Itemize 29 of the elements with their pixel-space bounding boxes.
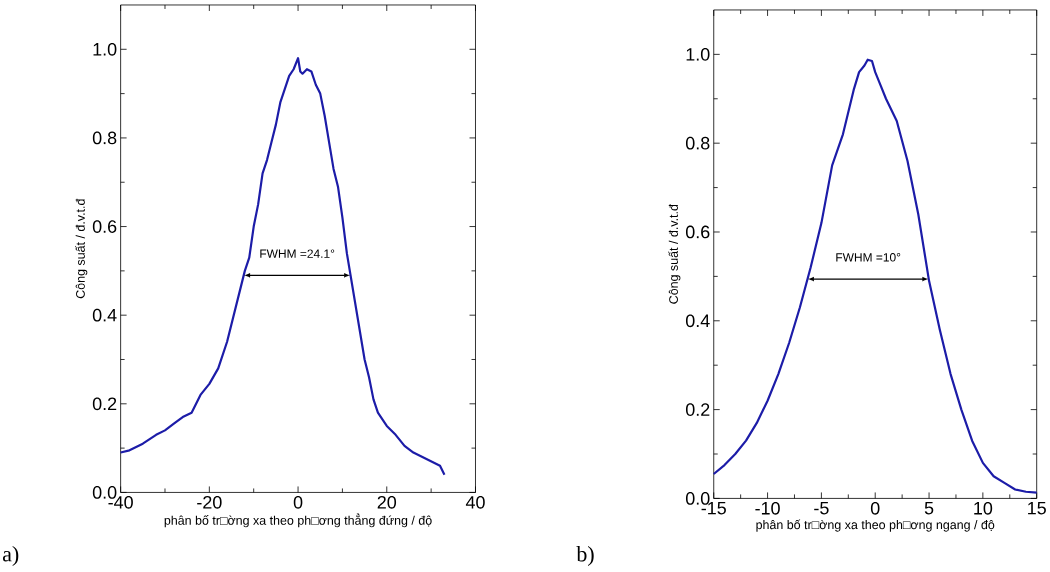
line-series [712, 58, 1038, 494]
x-tick-label: 0 [870, 501, 880, 515]
y-tick-label: 0.4 [685, 314, 710, 328]
y-tick-label: 1.0 [93, 42, 117, 56]
text: a) [2, 546, 19, 566]
y-tick-label: 0.2 [685, 403, 710, 416]
x-tick-label: -10 [755, 501, 780, 515]
x-tick-label: 10 [974, 501, 993, 515]
y-tick-label: 0.6 [685, 225, 710, 239]
x-tick-label: 20 [377, 495, 397, 509]
y-tick-label: 1.0 [686, 47, 710, 61]
y-tick-label: 0.4 [92, 308, 117, 322]
x-tick-label: 15 [1028, 501, 1046, 515]
y-axis-title: Công suất / đ.v.t.đ [75, 198, 88, 299]
x-tick-label: 40 [465, 495, 485, 509]
y-tick-label: 0.2 [92, 397, 117, 411]
x-axis-title: phân bố tr□ờng xa theo ph□ơng thẳng đứng / độ [164, 513, 432, 528]
x-tick-label: 5 [924, 501, 934, 515]
annotation: FWHM =24.1° [260, 249, 335, 258]
y-tick-label: 0.6 [92, 220, 117, 233]
x-tick-label: -20 [197, 495, 222, 509]
x-tick-label: 0 [293, 495, 303, 509]
y-tick-label: 0.8 [92, 131, 117, 145]
x-axis-title: phân bố tr□ờng xa theo ph□ơng ngang / độ [756, 519, 995, 532]
x-tick-label: -5 [814, 501, 829, 515]
annotation: FWHM =10° [836, 253, 901, 262]
text: b) [576, 546, 594, 566]
y-axis-title: Công suất / đ.v.t.đ [668, 204, 681, 304]
y-tick-label: 0.8 [685, 136, 710, 150]
